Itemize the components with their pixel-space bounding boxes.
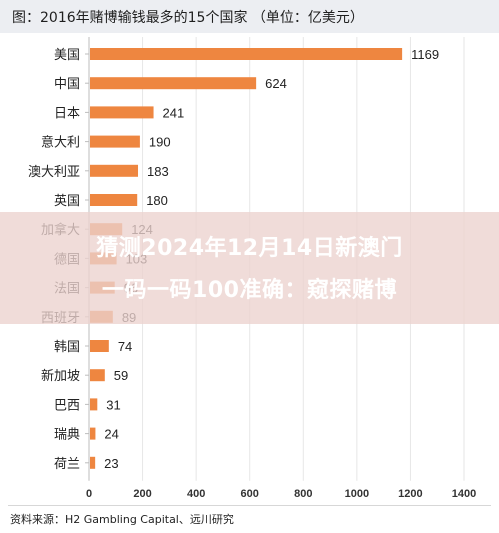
bar bbox=[90, 48, 403, 60]
category-label: 英国 bbox=[54, 194, 80, 209]
bar bbox=[90, 340, 109, 352]
value-label: 180 bbox=[146, 193, 168, 208]
category-label: 日本 bbox=[54, 106, 80, 121]
category-label: 美国 bbox=[54, 48, 80, 63]
bar bbox=[90, 427, 96, 440]
x-tick-label: 1200 bbox=[398, 488, 422, 500]
value-label: 190 bbox=[149, 135, 171, 150]
category-label: 韩国 bbox=[54, 340, 80, 355]
value-label: 241 bbox=[163, 105, 185, 120]
category-label: 澳大利亚 bbox=[28, 164, 80, 180]
bar bbox=[90, 106, 154, 119]
value-label: 31 bbox=[106, 397, 120, 412]
divider bbox=[8, 505, 491, 506]
category-label: 瑞典 bbox=[54, 428, 80, 443]
x-tick-label: 800 bbox=[294, 488, 312, 500]
bar bbox=[90, 456, 96, 469]
bar bbox=[90, 77, 257, 90]
value-label: 183 bbox=[147, 164, 169, 179]
category-label: 荷兰 bbox=[54, 457, 80, 472]
banner-line-1: 猜测2024年12月14日新澳门 bbox=[96, 236, 403, 261]
category-label: 意大利 bbox=[41, 135, 80, 151]
x-tick-label: 0 bbox=[86, 488, 92, 500]
category-label: 巴西 bbox=[54, 398, 80, 413]
value-label: 59 bbox=[114, 368, 128, 383]
value-label: 1169 bbox=[411, 47, 439, 62]
value-label: 24 bbox=[104, 427, 118, 442]
x-tick-label: 1400 bbox=[452, 488, 476, 500]
value-label: 74 bbox=[118, 339, 132, 354]
bar bbox=[90, 194, 138, 206]
chart-title: 图：2016年赌博输钱最多的15个国家 （单位：亿美元） bbox=[12, 10, 364, 26]
x-tick-label: 1000 bbox=[345, 488, 369, 500]
x-tick-label: 600 bbox=[241, 488, 259, 500]
x-tick-label: 200 bbox=[133, 488, 151, 500]
bar bbox=[90, 398, 98, 411]
category-label: 中国 bbox=[54, 77, 80, 92]
title-bar: 图：2016年赌博输钱最多的15个国家 （单位：亿美元） bbox=[0, 0, 499, 33]
value-label: 624 bbox=[265, 76, 287, 91]
value-label: 23 bbox=[104, 456, 118, 471]
category-label: 新加坡 bbox=[41, 368, 80, 384]
bar bbox=[90, 164, 139, 177]
banner-line-2: 一码一码100准确：窥探赌博 bbox=[102, 278, 397, 303]
bar bbox=[90, 135, 140, 148]
bar bbox=[90, 369, 105, 382]
x-tick-label: 400 bbox=[187, 488, 205, 500]
source-note: 资料来源：H2 Gambling Capital、远川研究 bbox=[10, 513, 234, 526]
watermark-banner bbox=[0, 212, 499, 324]
